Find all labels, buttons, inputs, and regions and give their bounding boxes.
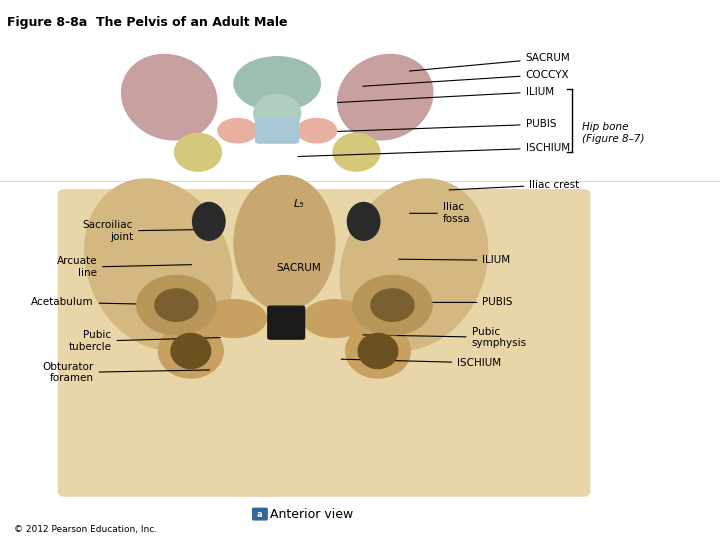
Text: a: a [257,510,263,518]
Ellipse shape [234,176,335,310]
Text: Sacroiliac
joint: Sacroiliac joint [83,220,202,242]
Text: Obturator
foramen: Obturator foramen [42,362,210,383]
Text: PUBIS: PUBIS [377,298,513,307]
Ellipse shape [341,179,487,350]
Text: Pubic
symphysis: Pubic symphysis [363,327,527,348]
Text: SACRUM: SACRUM [276,264,321,273]
Ellipse shape [193,202,225,240]
Text: PUBIS: PUBIS [316,119,556,132]
Text: ILIUM: ILIUM [338,87,554,103]
Ellipse shape [175,133,222,171]
Text: ISCHIUM: ISCHIUM [298,143,570,157]
Circle shape [371,289,414,321]
Text: L₅: L₅ [294,199,304,208]
Circle shape [137,275,216,335]
Ellipse shape [85,179,232,350]
Text: COCCYX: COCCYX [363,70,570,86]
Text: Pubic
tubercle: Pubic tubercle [68,330,220,352]
Ellipse shape [122,55,217,140]
Text: Hip bone
(Figure 8–7): Hip bone (Figure 8–7) [582,122,644,144]
Text: Figure 8-8a  The Pelvis of an Adult Male: Figure 8-8a The Pelvis of an Adult Male [7,16,288,29]
Ellipse shape [338,55,433,140]
FancyBboxPatch shape [268,306,305,339]
Text: Iliac crest: Iliac crest [449,180,580,190]
Text: SACRUM: SACRUM [410,53,570,71]
Text: Arcuate
line: Arcuate line [57,256,192,278]
Text: Anterior view: Anterior view [270,508,354,521]
Ellipse shape [253,94,301,132]
Ellipse shape [302,300,367,338]
FancyBboxPatch shape [252,508,268,521]
Circle shape [155,289,198,321]
Text: © 2012 Pearson Education, Inc.: © 2012 Pearson Education, Inc. [14,524,158,534]
Text: ILIUM: ILIUM [399,255,510,265]
Ellipse shape [217,119,258,143]
Text: Acetabulum: Acetabulum [31,298,188,307]
FancyBboxPatch shape [58,189,590,497]
Text: ISCHIUM: ISCHIUM [341,358,501,368]
Ellipse shape [158,324,223,378]
Ellipse shape [348,202,380,240]
Text: Iliac
fossa: Iliac fossa [410,202,470,224]
FancyBboxPatch shape [256,119,299,143]
Ellipse shape [202,300,266,338]
Circle shape [353,275,432,335]
Ellipse shape [346,324,410,378]
Ellipse shape [359,333,397,368]
Ellipse shape [234,57,320,111]
Ellipse shape [333,133,380,171]
Ellipse shape [171,333,211,368]
Ellipse shape [297,119,337,143]
